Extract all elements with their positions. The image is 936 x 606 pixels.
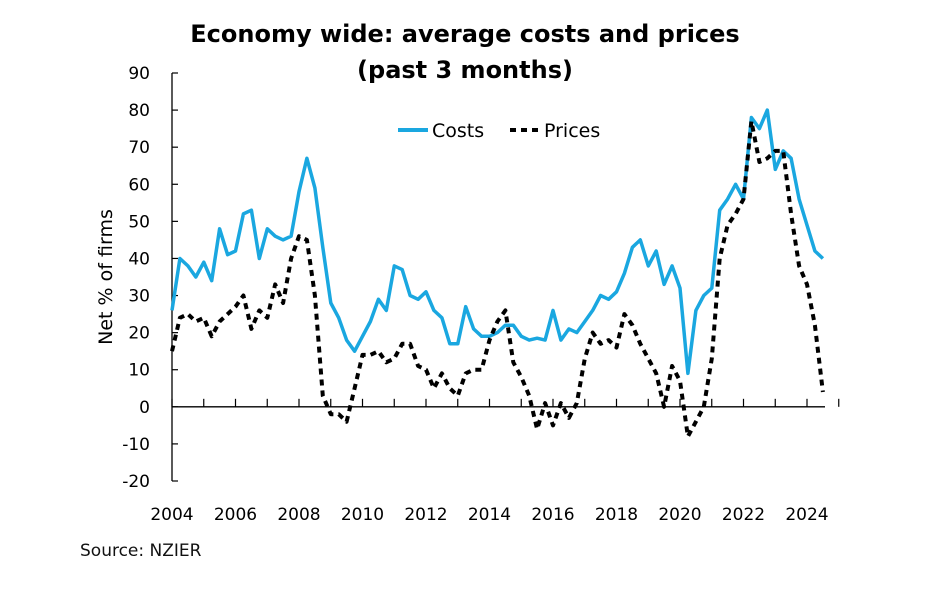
x-tick-label: 2014 <box>468 505 511 525</box>
y-tick-label: 60 <box>128 175 150 195</box>
x-tick-label: 2022 <box>722 505 765 525</box>
y-axis-label: Net % of firms <box>95 209 117 345</box>
legend: Costs Prices <box>398 120 600 142</box>
y-tick-label: 80 <box>128 101 150 121</box>
x-tick-label: 2024 <box>785 505 828 525</box>
y-tick-label: -10 <box>122 435 150 455</box>
x-tick-label: 2020 <box>658 505 701 525</box>
source-note: Source: NZIER <box>80 541 202 561</box>
chart-subtitle: (past 3 months) <box>357 56 573 84</box>
y-tick-label: 0 <box>139 398 150 418</box>
x-tick-label: 2010 <box>341 505 384 525</box>
y-tick-label: 20 <box>128 324 150 344</box>
y-tick-label: -20 <box>122 472 150 492</box>
y-tick-label: 50 <box>128 212 150 232</box>
y-tick-label: 10 <box>128 361 150 381</box>
legend-label: Prices <box>544 120 600 142</box>
x-tick-label: 2008 <box>277 505 320 525</box>
x-tick-label: 2016 <box>531 505 574 525</box>
y-tick-label: 40 <box>128 249 150 269</box>
chart-title: Economy wide: average costs and prices <box>190 20 739 48</box>
y-tick-label: 70 <box>128 138 150 158</box>
x-tick-label: 2004 <box>150 505 193 525</box>
y-tick-label: 90 <box>128 64 150 84</box>
y-tick-label: 30 <box>128 287 150 307</box>
x-tick-label: 2006 <box>214 505 257 525</box>
x-tick-label: 2012 <box>404 505 447 525</box>
series-line-prices <box>170 119 825 439</box>
legend-label: Costs <box>432 120 484 142</box>
series-line-costs <box>170 108 825 376</box>
x-tick-label: 2018 <box>595 505 638 525</box>
